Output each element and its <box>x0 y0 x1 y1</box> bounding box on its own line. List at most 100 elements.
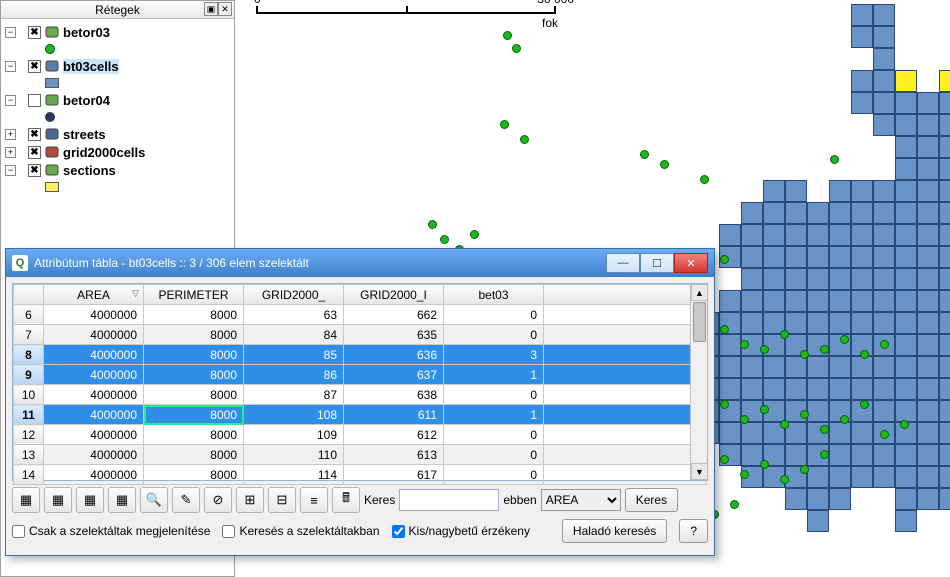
map-point[interactable] <box>520 135 529 144</box>
grid-cell[interactable] <box>873 48 895 70</box>
grid-cell[interactable] <box>917 378 939 400</box>
table-cell[interactable]: 86 <box>244 365 344 385</box>
grid-cell[interactable] <box>895 444 917 466</box>
table-cell[interactable]: 617 <box>344 465 444 485</box>
grid-cell[interactable] <box>939 378 950 400</box>
toolbar-button-2[interactable]: ▦ <box>76 487 104 513</box>
table-cell[interactable]: 0 <box>444 425 544 445</box>
grid-cell[interactable] <box>895 400 917 422</box>
table-cell[interactable]: 0 <box>444 445 544 465</box>
table-cell[interactable]: 4000000 <box>44 445 144 465</box>
table-cell[interactable]: 109 <box>244 425 344 445</box>
row-header[interactable]: 10 <box>14 385 44 405</box>
map-point[interactable] <box>800 410 809 419</box>
grid-cell[interactable] <box>741 356 763 378</box>
grid-cell[interactable] <box>851 290 873 312</box>
map-point[interactable] <box>640 150 649 159</box>
visibility-checkbox[interactable]: ✖ <box>28 26 41 39</box>
map-point[interactable] <box>780 475 789 484</box>
toolbar-button-10[interactable]: 🖩 <box>332 487 360 513</box>
grid-cell[interactable] <box>829 312 851 334</box>
column-header[interactable]: PERIMETER <box>144 285 244 305</box>
grid-cell[interactable] <box>939 290 950 312</box>
grid-cell[interactable] <box>873 400 895 422</box>
map-point[interactable] <box>512 44 521 53</box>
grid-cell[interactable] <box>873 356 895 378</box>
table-cell[interactable]: 635 <box>344 325 444 345</box>
grid-cell[interactable] <box>741 290 763 312</box>
toolbar-button-3[interactable]: ▦ <box>108 487 136 513</box>
toolbar-button-0[interactable]: ▦ <box>12 487 40 513</box>
table-row[interactable]: 940000008000866371 <box>14 365 707 385</box>
row-header[interactable]: 12 <box>14 425 44 445</box>
grid-cell[interactable] <box>939 334 950 356</box>
map-point[interactable] <box>760 405 769 414</box>
grid-cell[interactable] <box>895 268 917 290</box>
close-icon[interactable]: ✕ <box>218 2 232 16</box>
grid-cell[interactable] <box>895 334 917 356</box>
map-point[interactable] <box>760 460 769 469</box>
grid-cell[interactable] <box>851 70 873 92</box>
grid-cell[interactable] <box>763 268 785 290</box>
grid-cell[interactable] <box>917 356 939 378</box>
table-cell[interactable]: 0 <box>444 465 544 485</box>
table-row[interactable]: 14400000080001146170 <box>14 465 707 485</box>
table-cell[interactable]: 662 <box>344 305 444 325</box>
expand-icon[interactable]: − <box>5 95 16 106</box>
table-cell[interactable]: 8000 <box>144 325 244 345</box>
column-header[interactable]: AREA▽ <box>44 285 144 305</box>
grid-cell[interactable] <box>785 312 807 334</box>
case-sensitive-checkbox[interactable]: Kis/nagybetű érzékeny <box>392 524 530 538</box>
toolbar-button-7[interactable]: ⊞ <box>236 487 264 513</box>
maximize-button[interactable]: ☐ <box>640 253 674 273</box>
grid-cell[interactable] <box>807 202 829 224</box>
grid-cell[interactable] <box>719 356 741 378</box>
grid-cell[interactable] <box>851 246 873 268</box>
grid-cell[interactable] <box>851 26 873 48</box>
scroll-up-icon[interactable]: ▲ <box>691 284 708 301</box>
grid-cell[interactable] <box>829 202 851 224</box>
row-header[interactable]: 6 <box>14 305 44 325</box>
grid-cell[interactable] <box>873 444 895 466</box>
table-row[interactable]: 840000008000856363 <box>14 345 707 365</box>
grid-cell[interactable] <box>895 158 917 180</box>
toolbar-button-6[interactable]: ⊘ <box>204 487 232 513</box>
grid-cell[interactable] <box>829 224 851 246</box>
table-row[interactable]: 640000008000636620 <box>14 305 707 325</box>
table-row[interactable]: 11400000080001086111 <box>14 405 707 425</box>
grid-cell[interactable] <box>917 466 939 488</box>
grid-cell[interactable] <box>939 136 950 158</box>
map-point[interactable] <box>730 500 739 509</box>
grid-cell[interactable] <box>807 400 829 422</box>
toolbar-button-8[interactable]: ⊟ <box>268 487 296 513</box>
table-cell[interactable]: 114 <box>244 465 344 485</box>
table-cell[interactable]: 3 <box>444 345 544 365</box>
grid-cell[interactable] <box>829 268 851 290</box>
map-point[interactable] <box>880 430 889 439</box>
grid-cell[interactable] <box>895 488 917 510</box>
table-cell[interactable]: 8000 <box>144 345 244 365</box>
grid-cell[interactable] <box>763 356 785 378</box>
table-cell[interactable]: 8000 <box>144 425 244 445</box>
grid-cell[interactable] <box>917 246 939 268</box>
grid-cell[interactable] <box>763 246 785 268</box>
grid-cell[interactable] <box>763 290 785 312</box>
grid-cell[interactable] <box>851 378 873 400</box>
grid-cell[interactable] <box>829 246 851 268</box>
grid-cell[interactable] <box>719 422 741 444</box>
layer-row-betor04[interactable]: − betor04 <box>3 91 232 109</box>
column-header[interactable]: GRID2000_ <box>244 285 344 305</box>
grid-cell[interactable] <box>895 224 917 246</box>
map-point[interactable] <box>740 340 749 349</box>
grid-cell[interactable] <box>851 466 873 488</box>
show-selected-checkbox[interactable]: Csak a szelektáltak megjelenítése <box>12 524 210 538</box>
map-point[interactable] <box>800 350 809 359</box>
map-point[interactable] <box>720 455 729 464</box>
grid-cell[interactable] <box>873 312 895 334</box>
column-header[interactable]: bet03 <box>444 285 544 305</box>
grid-cell[interactable] <box>873 114 895 136</box>
grid-cell[interactable] <box>851 422 873 444</box>
grid-cell[interactable] <box>851 224 873 246</box>
map-point[interactable] <box>840 335 849 344</box>
grid-cell[interactable] <box>917 202 939 224</box>
